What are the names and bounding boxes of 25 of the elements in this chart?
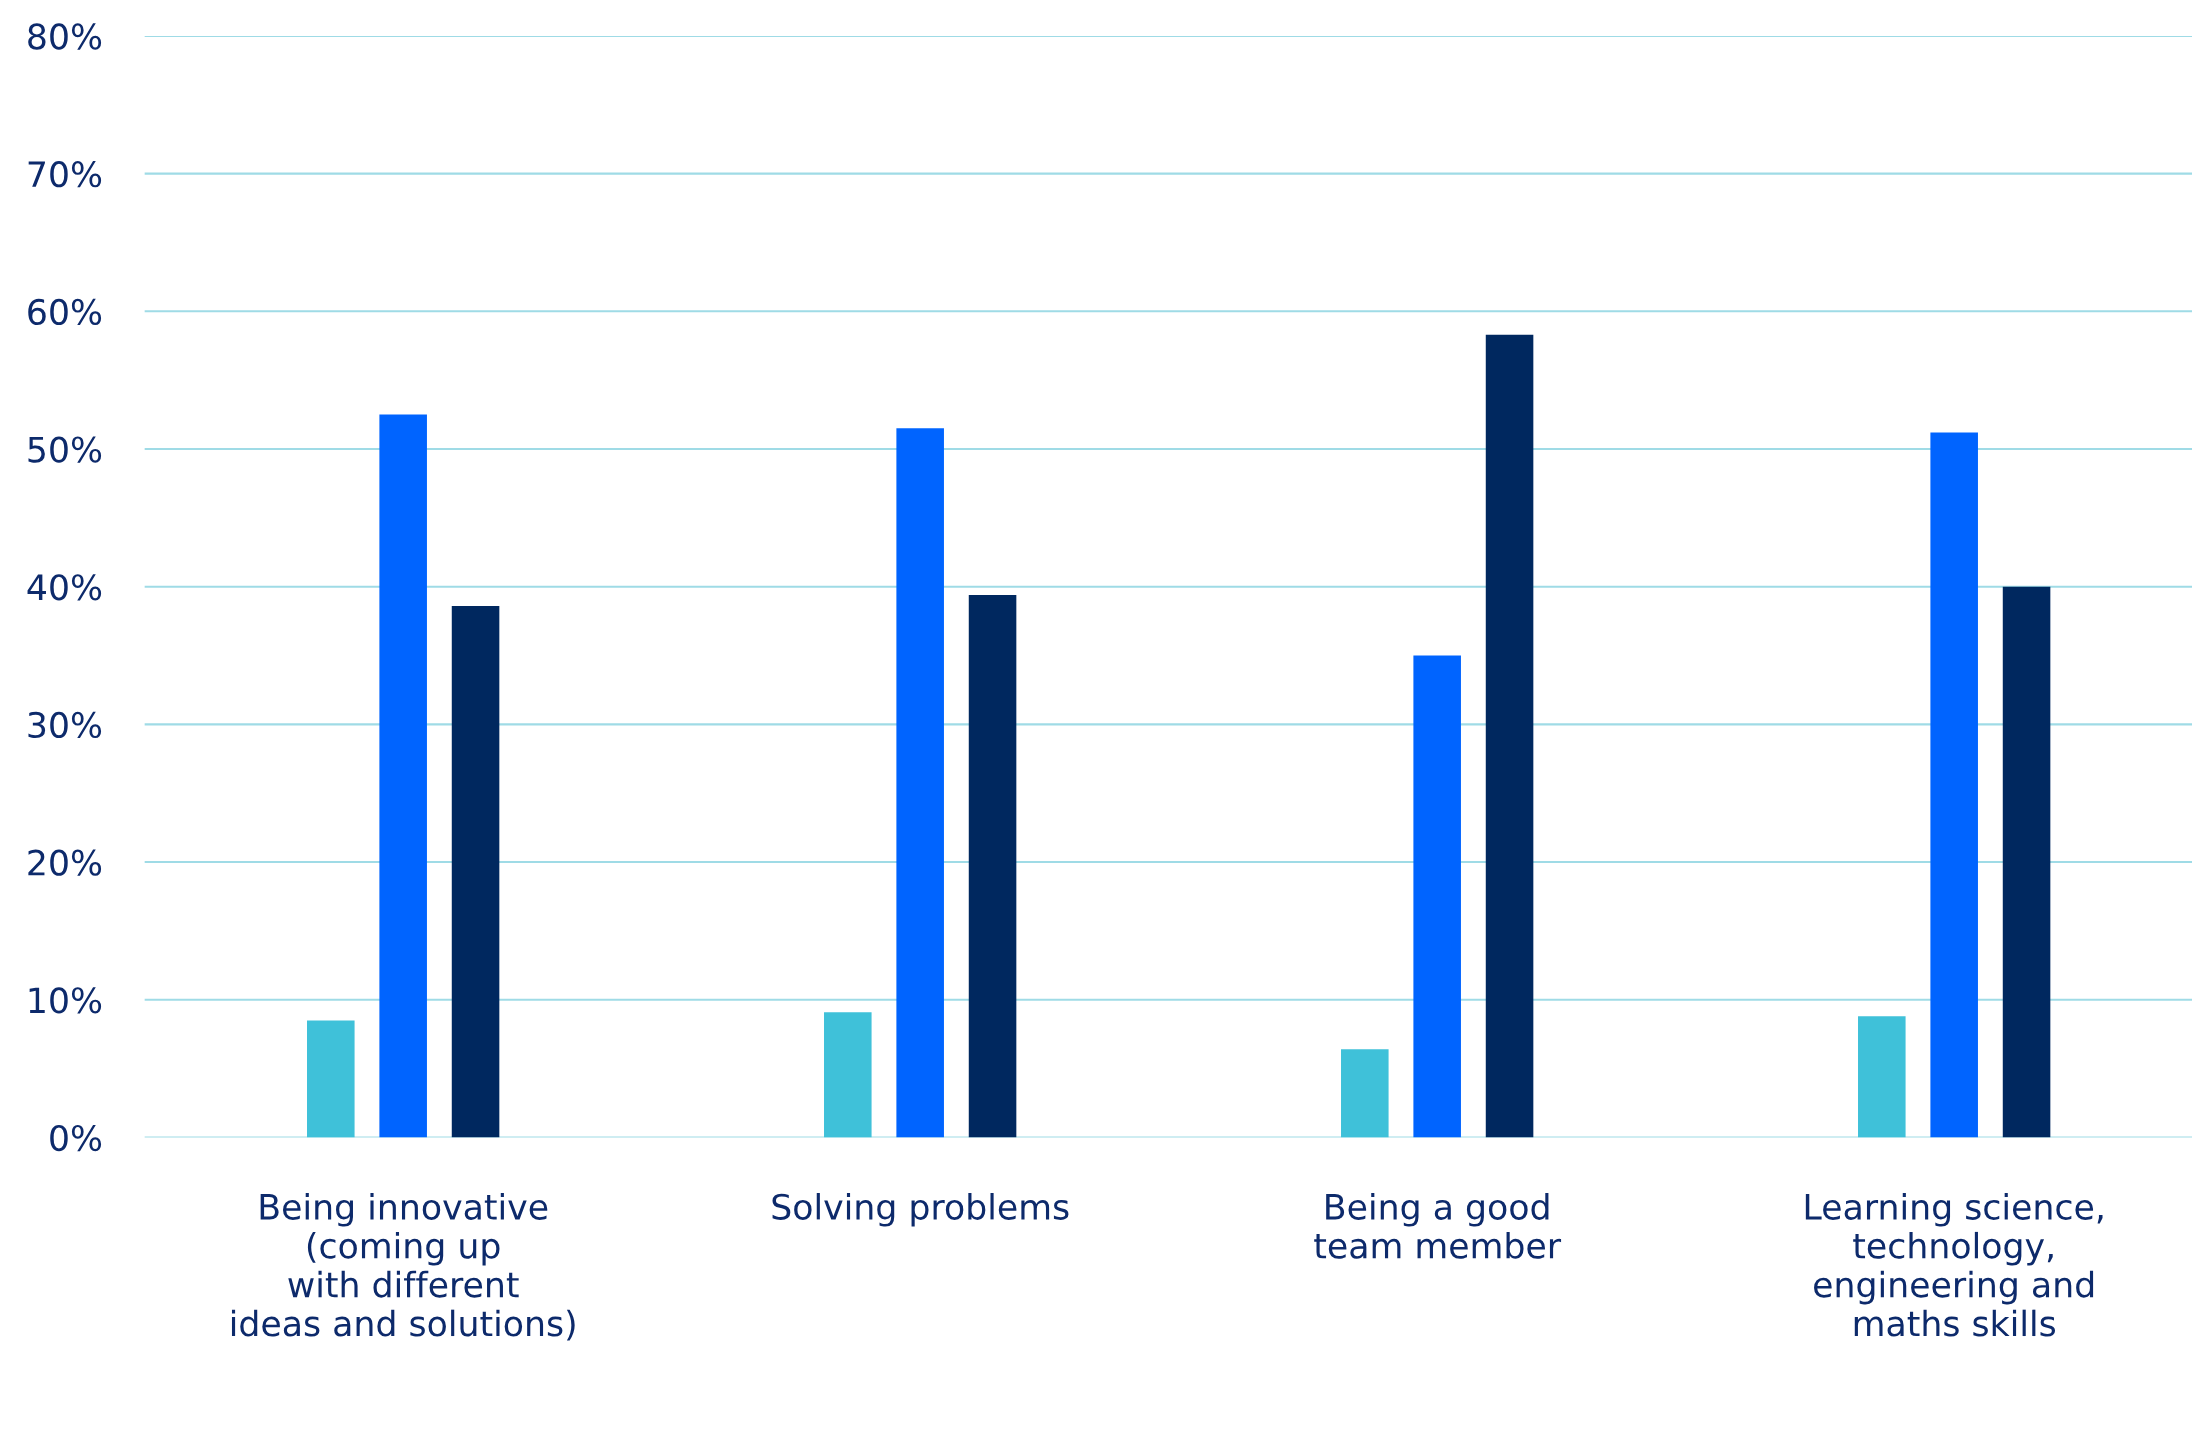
y-tick-label: 0%	[50, 1124, 102, 1152]
x-tick-label: Being a good team member	[1314, 1193, 1562, 1259]
y-tick-label: 30%	[28, 711, 102, 739]
bar	[1485, 334, 1534, 1138]
bar	[896, 428, 944, 1138]
x-tick-label: Being innovative (coming up with different ideas and solutions)	[231, 1193, 575, 1341]
bar	[1341, 1049, 1389, 1138]
bar	[379, 414, 427, 1138]
y-tick-label: 80%	[28, 23, 102, 50]
bar	[1413, 655, 1461, 1138]
bar	[1858, 1016, 1906, 1138]
y-tick-label: 60%	[28, 298, 102, 326]
y-tick-label: 40%	[27, 574, 102, 601]
y-tick-label: 70%	[28, 161, 102, 188]
bar	[824, 1012, 872, 1138]
bar	[451, 605, 500, 1138]
y-tick-label: 10%	[29, 987, 102, 1014]
bar	[2002, 586, 2051, 1138]
bar	[968, 594, 1017, 1138]
x-tick-label: Solving problems	[772, 1193, 1069, 1227]
y-tick-label: 20%	[28, 849, 102, 876]
x-tick-label: Learning science, technology, engineering and maths skills	[1805, 1193, 2103, 1337]
bar	[307, 1020, 355, 1138]
y-tick-label: 50%	[28, 436, 102, 463]
bar	[1930, 432, 1978, 1138]
